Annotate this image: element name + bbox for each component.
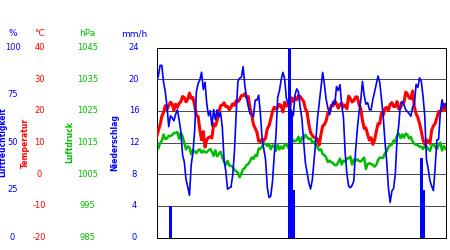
Text: 20: 20 (129, 75, 140, 84)
Text: 0: 0 (37, 170, 42, 179)
Text: 10: 10 (34, 138, 45, 147)
Text: -20: -20 (33, 233, 46, 242)
Bar (420, 158, 423, 238)
Bar (290, 111, 293, 237)
Text: 40: 40 (34, 43, 45, 52)
Text: 4: 4 (131, 201, 137, 210)
Text: 995: 995 (80, 201, 95, 210)
Text: 24: 24 (129, 43, 140, 52)
Text: Niederschlag: Niederschlag (111, 114, 120, 171)
Bar (422, 190, 424, 238)
Text: 1025: 1025 (77, 106, 98, 115)
Text: mm/h: mm/h (121, 29, 147, 38)
Text: hPa: hPa (80, 29, 96, 38)
Text: 20: 20 (34, 106, 45, 115)
Text: -10: -10 (33, 201, 46, 210)
Text: 8: 8 (131, 170, 137, 179)
Text: 75: 75 (7, 90, 18, 100)
Text: 25: 25 (7, 186, 18, 194)
Bar (288, 48, 291, 238)
Text: %: % (8, 29, 17, 38)
Bar (292, 190, 295, 238)
Text: Temperatur: Temperatur (21, 118, 30, 168)
Text: 30: 30 (34, 75, 45, 84)
Text: Luftdruck: Luftdruck (65, 122, 74, 164)
Text: 1035: 1035 (77, 75, 98, 84)
Text: Luftfeuchtigkeit: Luftfeuchtigkeit (0, 108, 7, 178)
Bar (169, 206, 172, 238)
Text: 12: 12 (129, 138, 140, 147)
Text: 16: 16 (129, 106, 140, 115)
Text: 1045: 1045 (77, 43, 98, 52)
Text: 0: 0 (131, 233, 137, 242)
Text: 1005: 1005 (77, 170, 98, 179)
Text: 985: 985 (80, 233, 96, 242)
Text: 1015: 1015 (77, 138, 98, 147)
Text: 100: 100 (4, 43, 21, 52)
Text: 50: 50 (7, 138, 18, 147)
Text: °C: °C (34, 29, 45, 38)
Text: 0: 0 (10, 233, 15, 242)
